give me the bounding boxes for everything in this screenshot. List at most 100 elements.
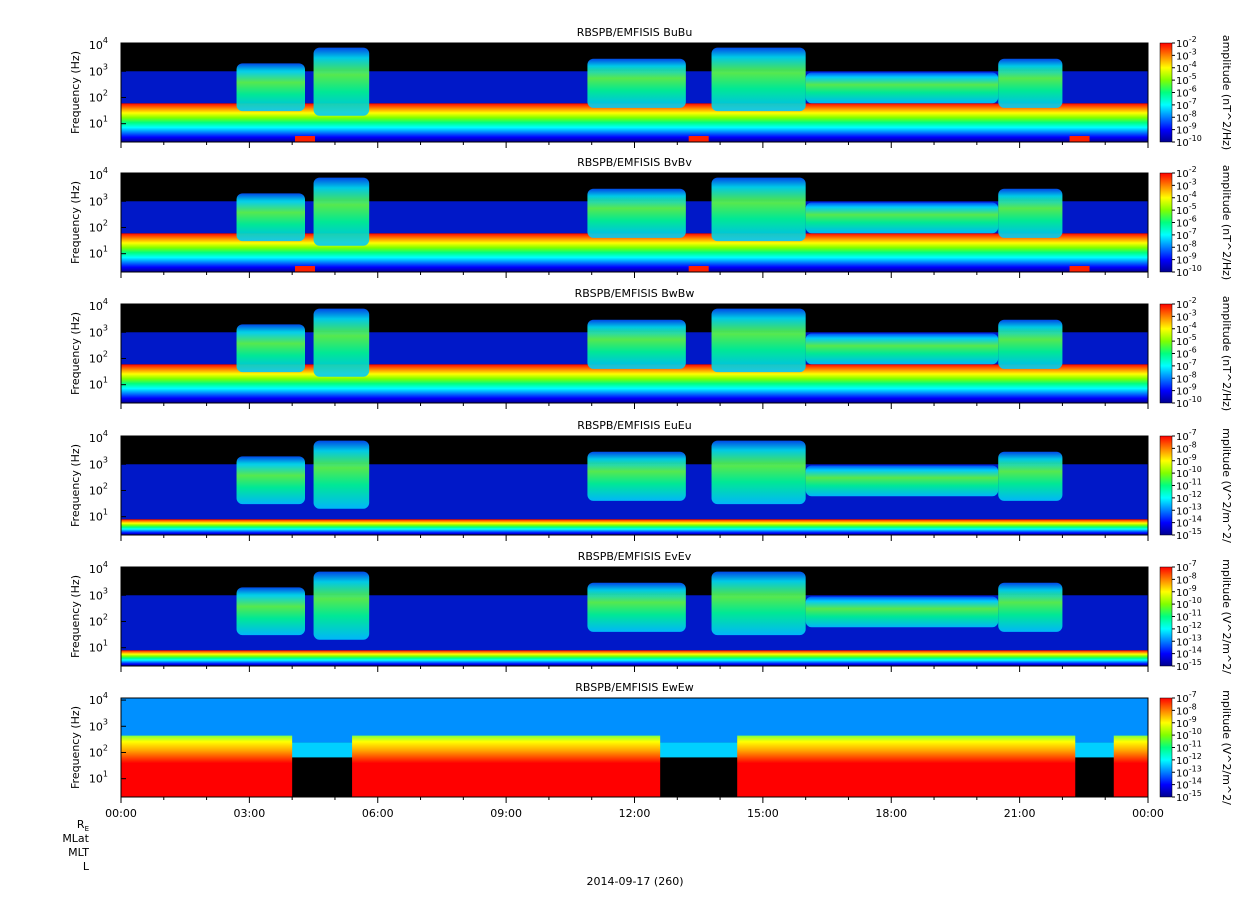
y-tick-label: 102 [89, 218, 108, 234]
colorbar [1159, 172, 1173, 273]
hiss-band [805, 596, 999, 628]
hiss-band [313, 571, 370, 640]
y-tick-label: 104 [89, 691, 108, 707]
hiss-band [236, 63, 306, 112]
perigee-marker [1069, 266, 1090, 272]
y-tick-label: 103 [89, 323, 108, 339]
spectrogram-red-region [1113, 735, 1148, 797]
y-tick-label: 103 [89, 62, 108, 78]
y-tick-label: 102 [89, 743, 108, 759]
x-tick-label: 00:00 [105, 807, 137, 820]
y-axis-label: Frequency (Hz) [69, 51, 82, 134]
y-tick-label: 104 [89, 166, 108, 182]
colorbar [1159, 435, 1173, 536]
perigee-marker [688, 136, 709, 142]
hiss-band [587, 58, 686, 108]
spectrogram-lowfreq-band [121, 650, 1148, 666]
y-axis-label: Frequency (Hz) [69, 181, 82, 264]
hiss-band [711, 47, 806, 112]
spectrogram-red-region [737, 735, 1076, 797]
perigee-marker [295, 136, 316, 142]
ephemeris-label-r: RE [76, 818, 89, 834]
panel-title: RBSPB/EMFISIS EvEv [578, 550, 692, 563]
panel-6: RBSPB/EMFISIS EwEw 101 102 103 104 Frequency … [69, 681, 1233, 805]
panel-title: RBSPB/EMFISIS BvBv [577, 156, 692, 169]
y-tick-label: 104 [89, 429, 108, 445]
hiss-band [711, 440, 806, 505]
perigee-marker [1069, 136, 1090, 142]
panel-4: RBSPB/EMFISIS EuEu 101 102 103 104 Frequency … [69, 419, 1233, 543]
x-tick-label: 15:00 [747, 807, 779, 820]
ephemeris-label-mlat: MLat [62, 832, 89, 845]
colorbar-label: amplitude (nT^2/Hz) [1220, 296, 1233, 411]
hiss-band [998, 451, 1063, 501]
y-tick-label: 103 [89, 192, 108, 208]
y-tick-label: 101 [89, 770, 108, 786]
panel-title: RBSPB/EMFISIS EuEu [577, 419, 691, 432]
y-tick-label: 103 [89, 586, 108, 602]
y-tick-label: 104 [89, 297, 108, 313]
hiss-band [805, 465, 999, 497]
colorbar-label: amplitude (nT^2/Hz) [1220, 165, 1233, 280]
hiss-band [805, 333, 999, 365]
y-tick-label: 102 [89, 612, 108, 628]
hiss-band [587, 319, 686, 369]
y-axis-label: Frequency (Hz) [69, 575, 82, 658]
y-axis-label: Frequency (Hz) [69, 312, 82, 395]
panel-title: RBSPB/EMFISIS EwEw [575, 681, 693, 694]
hiss-band [313, 47, 370, 116]
hiss-band [998, 58, 1063, 108]
hiss-band [805, 72, 999, 104]
y-tick-label: 102 [89, 349, 108, 365]
x-tick-label: 18:00 [875, 807, 907, 820]
x-tick-label: 06:00 [362, 807, 394, 820]
hiss-band [587, 451, 686, 501]
y-tick-label: 101 [89, 376, 108, 392]
x-tick-label: 12:00 [619, 807, 651, 820]
hiss-band [711, 571, 806, 636]
y-tick-label: 102 [89, 88, 108, 104]
y-tick-label: 101 [89, 639, 108, 655]
colorbar [1159, 42, 1173, 143]
x-tick-label: 09:00 [490, 807, 522, 820]
hiss-band [313, 177, 370, 246]
colorbar-label: mplitude (V^2/m^2/ [1220, 559, 1233, 674]
hiss-band [236, 456, 306, 505]
panel-3: RBSPB/EMFISIS BwBw 101 102 103 104 Frequency … [69, 287, 1233, 411]
colorbar [1159, 303, 1173, 404]
hiss-band [236, 193, 306, 242]
x-tick-label: 21:00 [1004, 807, 1036, 820]
colorbar-label: mplitude (V^2/m^2/ [1220, 690, 1233, 805]
date-label: 2014-09-17 (260) [586, 875, 684, 888]
x-tick-label: 00:00 [1132, 807, 1164, 820]
spectrogram-red-region [352, 735, 661, 797]
hiss-band [711, 308, 806, 373]
hiss-band [711, 177, 806, 242]
y-axis-label: Frequency (Hz) [69, 444, 82, 527]
panel-2: RBSPB/EMFISIS BvBv 101 102 103 104 Frequency … [69, 156, 1233, 280]
colorbar-label: mplitude (V^2/m^2/ [1220, 428, 1233, 543]
perigee-marker [688, 266, 709, 272]
colorbar-label: amplitude (nT^2/Hz) [1220, 35, 1233, 150]
hiss-band [313, 440, 370, 509]
hiss-band [998, 188, 1063, 238]
colorbar [1159, 566, 1173, 667]
hiss-band [313, 308, 370, 377]
y-tick-label: 101 [89, 245, 108, 261]
panel-5: RBSPB/EMFISIS EvEv 101 102 103 104 Frequency … [69, 550, 1233, 674]
y-axis-label: Frequency (Hz) [69, 706, 82, 789]
panel-title: RBSPB/EMFISIS BwBw [575, 287, 695, 300]
y-tick-label: 102 [89, 481, 108, 497]
panel-title: RBSPB/EMFISIS BuBu [577, 26, 693, 39]
perigee-marker [295, 266, 316, 272]
y-tick-label: 101 [89, 508, 108, 524]
y-tick-label: 103 [89, 717, 108, 733]
ephemeris-label-mlt: MLT [68, 846, 89, 859]
colorbar [1159, 697, 1173, 798]
spectrogram-red-region [121, 735, 293, 797]
hiss-band [587, 582, 686, 632]
y-tick-label: 104 [89, 36, 108, 52]
ephemeris-label-l: L [82, 860, 89, 873]
hiss-band [236, 587, 306, 636]
